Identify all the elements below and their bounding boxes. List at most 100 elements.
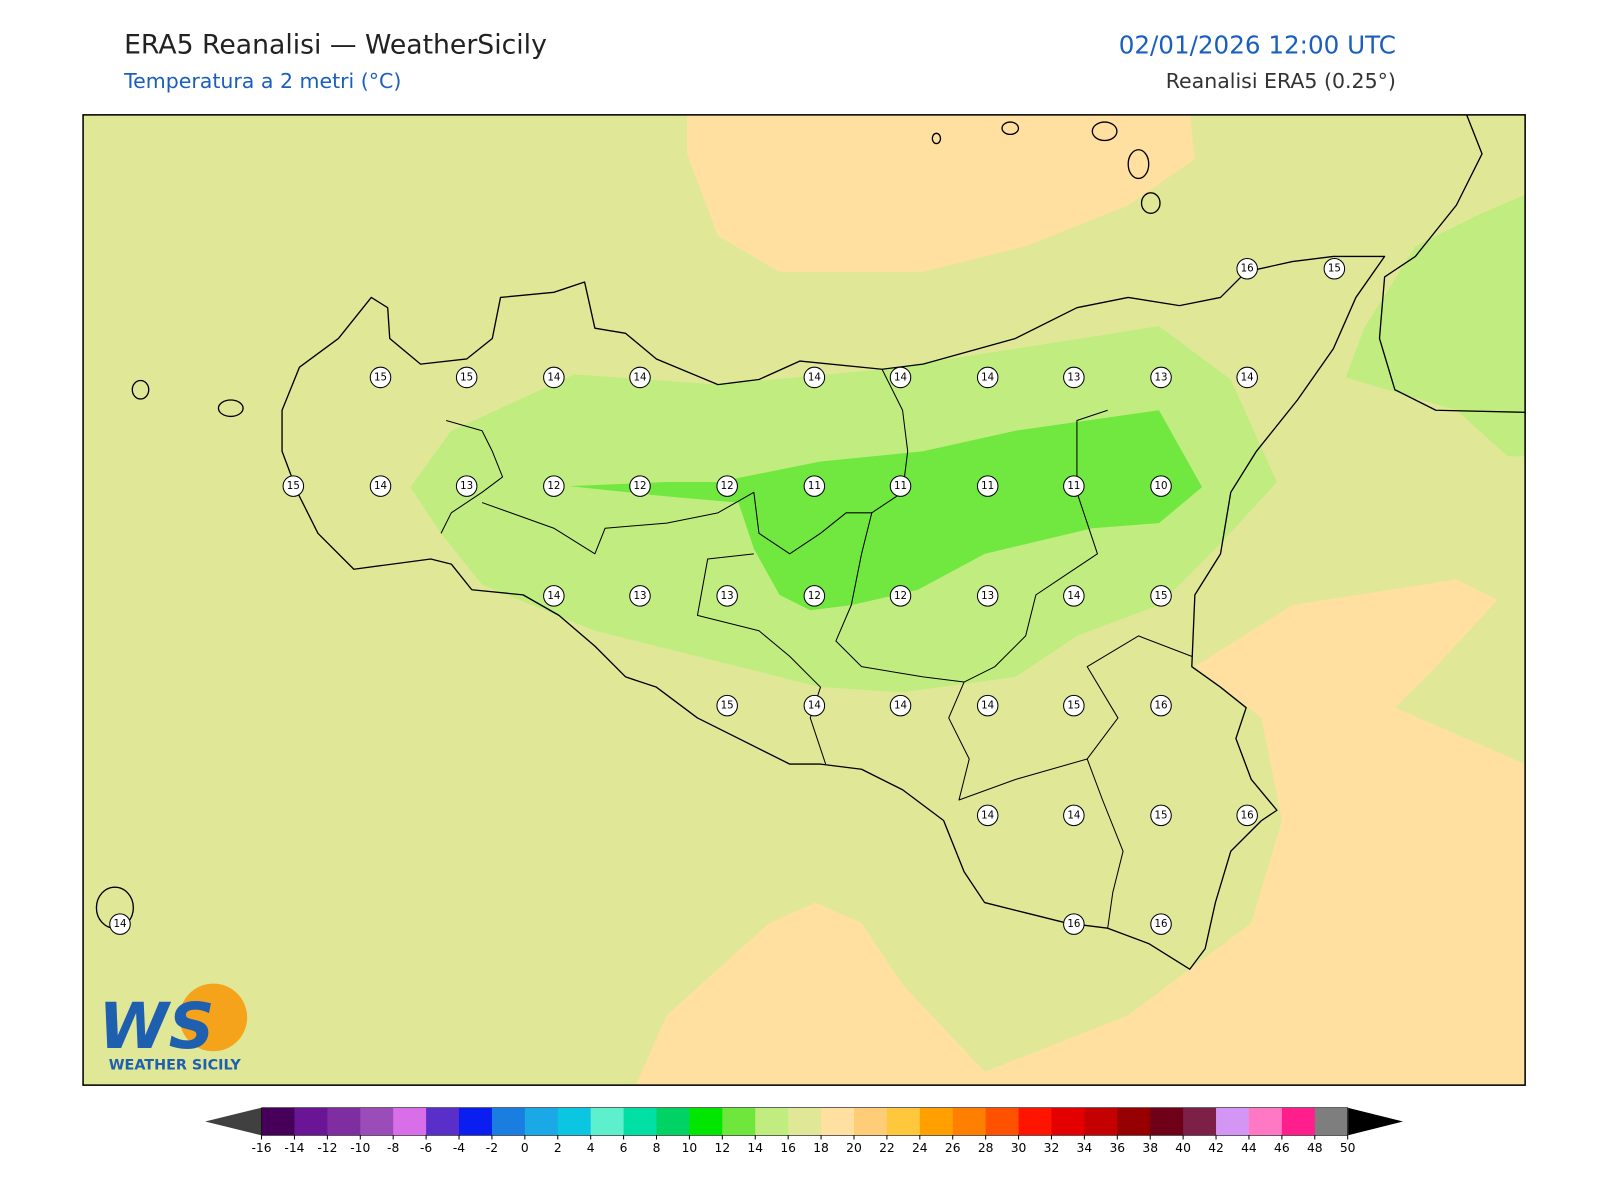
colorbar-cell <box>919 1107 954 1136</box>
colorbar-cell <box>1084 1107 1118 1136</box>
field-10-12 <box>569 410 1203 611</box>
colorbar-cell <box>886 1107 921 1136</box>
colorbar-label: 12 <box>715 1141 731 1155</box>
colorbar-label: -14 <box>284 1141 304 1155</box>
station-value: 10 <box>1155 480 1168 492</box>
station-marker <box>803 475 826 497</box>
colorbar-label: 50 <box>1340 1141 1356 1155</box>
colorbar-label: -16 <box>251 1141 271 1155</box>
station-value: 11 <box>981 480 994 492</box>
station-marker <box>1063 366 1085 389</box>
logo-name: WEATHER SICILY <box>109 1058 242 1074</box>
station-marker <box>1063 913 1085 935</box>
province-border <box>440 420 504 534</box>
stations: 16 15 15 15 14 14 14 14 14 13 13 14 15 14 13 12 12 12 11 11… <box>109 257 1346 935</box>
colorbar-cell <box>1216 1107 1250 1136</box>
colorbar-cell <box>294 1107 328 1136</box>
colorbar-cell <box>1183 1107 1217 1136</box>
station-marker <box>976 366 999 389</box>
station-value: 15 <box>460 371 473 383</box>
colorbar-cell <box>821 1107 855 1136</box>
station-marker <box>1150 804 1172 827</box>
station-value: 16 <box>1241 263 1254 275</box>
colorbar-cell <box>1117 1107 1151 1136</box>
province-border <box>948 635 1192 801</box>
station-marker <box>1063 694 1085 717</box>
colorbar-label: 44 <box>1241 1141 1257 1155</box>
station-marker <box>1063 585 1085 607</box>
station-value: 13 <box>721 590 734 602</box>
station-marker <box>1150 694 1172 717</box>
station-marker <box>543 475 565 497</box>
logo-sun <box>179 983 248 1052</box>
colorbar-label: 6 <box>620 1141 628 1155</box>
station-marker <box>889 366 912 389</box>
colorbar-label: 14 <box>747 1141 763 1155</box>
station-value: 15 <box>1155 590 1168 602</box>
station-value: 11 <box>894 480 907 492</box>
colorbar-label: 24 <box>912 1141 928 1155</box>
province-border <box>871 369 909 514</box>
colorbar-label: 28 <box>978 1141 994 1155</box>
subtitle: Temperatura a 2 metri (°C) <box>123 69 401 93</box>
station-value: 14 <box>547 371 560 383</box>
field-16-18 <box>687 114 1195 272</box>
colorbar-label: 42 <box>1208 1141 1224 1155</box>
station-value: 14 <box>808 371 821 383</box>
colorbar-label: 26 <box>945 1141 961 1155</box>
station-value: 13 <box>460 480 473 492</box>
colorbar-cell <box>327 1107 361 1136</box>
colorbar-label: -4 <box>453 1141 465 1155</box>
colorbar-label: 0 <box>521 1141 529 1155</box>
station-value: 15 <box>1067 700 1080 712</box>
station-marker <box>1236 257 1258 280</box>
colorbar-cell <box>1248 1107 1283 1136</box>
colorbar-label: 18 <box>813 1141 829 1155</box>
station-marker <box>716 585 738 607</box>
colorbar-cell <box>689 1107 723 1136</box>
station-marker <box>976 585 999 607</box>
colorbar-label: -10 <box>350 1141 370 1155</box>
colorbar-cell <box>1018 1107 1052 1136</box>
colorbar-cell <box>623 1107 658 1136</box>
station-marker <box>109 913 131 935</box>
station-marker <box>455 366 478 389</box>
station-marker <box>889 694 912 717</box>
colorbar-cell <box>952 1107 987 1136</box>
station-value: 16 <box>1155 918 1168 930</box>
station-value: 12 <box>547 480 560 492</box>
station-marker <box>1236 366 1258 389</box>
province-border <box>1086 758 1124 929</box>
station-marker <box>803 585 826 607</box>
station-value: 12 <box>808 590 821 602</box>
station-marker <box>369 475 392 497</box>
station-value: 11 <box>1067 480 1080 492</box>
colorbar-label: -6 <box>420 1141 432 1155</box>
colorbar-cell <box>722 1107 756 1136</box>
station-marker <box>629 585 651 607</box>
map: 16 15 15 15 14 14 14 14 14 13 13 14 15 14 13 12 12 12 11 11… <box>83 114 1526 1086</box>
colorbar-cell <box>1150 1107 1184 1136</box>
station-marker <box>543 366 565 389</box>
datetime: 02/01/2026 12:00 UTC <box>1119 30 1396 59</box>
station-marker <box>1150 366 1172 389</box>
station-value: 16 <box>1241 809 1254 821</box>
colorbar-label: 20 <box>846 1141 862 1155</box>
station-value: 15 <box>1155 809 1168 821</box>
logo-mark: WS <box>98 989 214 1063</box>
title: ERA5 Reanalisi — WeatherSicily <box>124 29 547 60</box>
station-value: 16 <box>1067 918 1080 930</box>
station-marker <box>803 366 826 389</box>
station-value: 13 <box>633 590 646 602</box>
colorbar-cell <box>985 1107 1020 1136</box>
station-value: 15 <box>287 480 300 492</box>
colorbar: -16 -14 -12 -10 -8 -6 -4 -2 0 2 4 6 8 10 12 14 16 18 20 22 2… <box>205 1107 1404 1155</box>
colorbar-label: 16 <box>780 1141 796 1155</box>
colorbar-label: 36 <box>1109 1141 1125 1155</box>
station-value: 15 <box>374 371 387 383</box>
station-value: 14 <box>374 480 387 492</box>
source: Reanalisi ERA5 (0.25°) <box>1166 69 1396 93</box>
station-value: 14 <box>808 700 821 712</box>
sicily-coast <box>281 255 1386 970</box>
